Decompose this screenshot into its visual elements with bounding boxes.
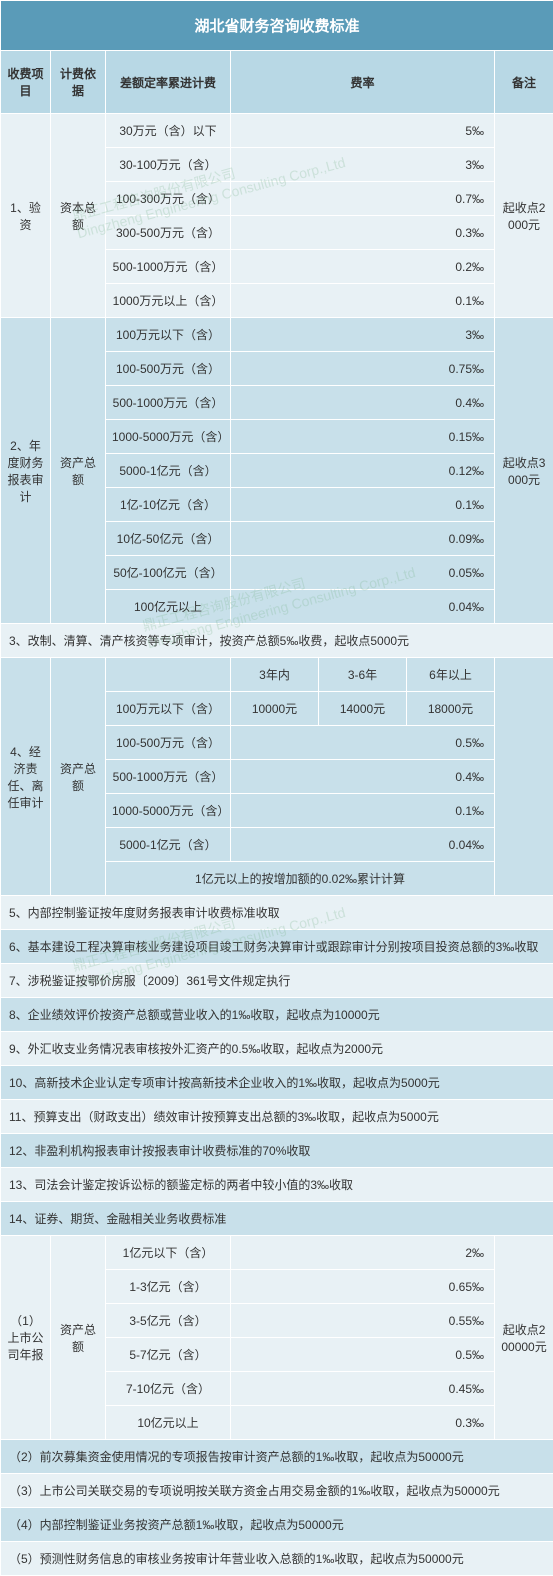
s15-rate: 0.55‰ xyxy=(231,1304,495,1338)
s2-rate: 0.1‰ xyxy=(231,488,495,522)
row6: 6、基本建设工程决算审核业务建设项目竣工财务决算审计或跟踪审计分别按项目投资总额… xyxy=(1,930,553,964)
s2-item: 2、年度财务报表审计 xyxy=(1,318,51,624)
s1-rate: 5‰ xyxy=(231,114,495,148)
row-last5: （5）预测性财务信息的审核业务按审计年营业收入总额的1‰收取，起收点为50000… xyxy=(1,1542,553,1576)
s4-sub2: 3-6年 xyxy=(319,658,407,692)
s4-footer: 1亿元以上的按增加额的0.02‰累计计算 xyxy=(106,862,495,896)
s2-rate: 0.04‰ xyxy=(231,590,495,624)
row10: 10、高新技术企业认定专项审计按高新技术企业收入的1‰收取，起收点为5000元 xyxy=(1,1066,553,1100)
row-last4: （4）内部控制鉴证业务按资产总额1‰收取，起收点为50000元 xyxy=(1,1508,553,1542)
s1-range: 500-1000万元（含） xyxy=(106,250,231,284)
s15-rate: 0.65‰ xyxy=(231,1270,495,1304)
s15-range: 10亿元以上 xyxy=(106,1406,231,1440)
header-col4: 费率 xyxy=(231,51,495,114)
s15-rate: 0.5‰ xyxy=(231,1338,495,1372)
row-last2: （2）前次募集资金使用情况的专项报告按审计资产总额的1‰收取，起收点为50000… xyxy=(1,1440,553,1474)
s2-range: 50亿-100亿元（含） xyxy=(106,556,231,590)
s4-v2: 14000元 xyxy=(319,692,407,726)
row3: 3、改制、清算、清产核资等专项审计，按资产总额5‰收费，起收点5000元 xyxy=(1,624,553,658)
s4-range: 500-1000万元（含） xyxy=(106,760,231,794)
s4-sub3: 6年以上 xyxy=(407,658,495,692)
row14: 14、证券、期货、金融相关业务收费标准 xyxy=(1,1202,553,1236)
s1-rate: 0.1‰ xyxy=(231,284,495,318)
s4-rate: 0.4‰ xyxy=(231,760,495,794)
s4-range: 5000-1亿元（含） xyxy=(106,828,231,862)
s2-range: 100万元以下（含） xyxy=(106,318,231,352)
row12: 12、非盈利机构报表审计按报表审计收费标准的70%收取 xyxy=(1,1134,553,1168)
s2-range: 100亿元以上 xyxy=(106,590,231,624)
s1-rate: 0.3‰ xyxy=(231,216,495,250)
s4-range: 100万元以下（含） xyxy=(106,692,231,726)
s4-basis: 资产总额 xyxy=(51,658,106,896)
row7: 7、涉税鉴证按鄂价房服〔2009〕361号文件规定执行 xyxy=(1,964,553,998)
s2-range: 500-1000万元（含） xyxy=(106,386,231,420)
header-col1: 收费项目 xyxy=(1,51,51,114)
s1-range: 30万元（含）以下 xyxy=(106,114,231,148)
s2-range: 10亿-50亿元（含） xyxy=(106,522,231,556)
s2-rate: 0.4‰ xyxy=(231,386,495,420)
header-col2: 计费依据 xyxy=(51,51,106,114)
s15-item: （1）上市公司年报 xyxy=(1,1236,51,1440)
s2-rate: 0.05‰ xyxy=(231,556,495,590)
s2-rate: 0.15‰ xyxy=(231,420,495,454)
s1-range: 1000万元以上（含） xyxy=(106,284,231,318)
s4-sub1: 3年内 xyxy=(231,658,319,692)
row13: 13、司法会计鉴定按诉讼标的额鉴定标的两者中较小值的3‰收取 xyxy=(1,1168,553,1202)
s2-note: 起收点3000元 xyxy=(495,318,553,624)
s15-rate: 0.45‰ xyxy=(231,1372,495,1406)
header-col3: 差额定率累进计费 xyxy=(106,51,231,114)
s1-item: 1、验资 xyxy=(1,114,51,318)
s15-rate: 2‰ xyxy=(231,1236,495,1270)
s4-rate: 0.04‰ xyxy=(231,828,495,862)
s15-range: 7-10亿元（含） xyxy=(106,1372,231,1406)
s2-rate: 3‰ xyxy=(231,318,495,352)
s2-range: 5000-1亿元（含） xyxy=(106,454,231,488)
s2-rate: 0.12‰ xyxy=(231,454,495,488)
header-col5: 备注 xyxy=(495,51,553,114)
s2-rate: 0.75‰ xyxy=(231,352,495,386)
row11: 11、预算支出（财政支出）绩效审计按预算支出总额的3‰收取，起收点为5000元 xyxy=(1,1100,553,1134)
s2-range: 1000-5000万元（含） xyxy=(106,420,231,454)
s4-v1: 10000元 xyxy=(231,692,319,726)
s15-range: 3-5亿元（含） xyxy=(106,1304,231,1338)
s15-rate: 0.3‰ xyxy=(231,1406,495,1440)
s1-basis: 资本总额 xyxy=(51,114,106,318)
s15-basis: 资产总额 xyxy=(51,1236,106,1440)
row-last3: （3）上市公司关联交易的专项说明按关联方资金占用交易金额的1‰收取，起收点为50… xyxy=(1,1474,553,1508)
s15-note: 起收点200000元 xyxy=(495,1236,553,1440)
s1-range: 100-300万元（含） xyxy=(106,182,231,216)
s1-rate: 3‰ xyxy=(231,148,495,182)
s1-note: 起收点2000元 xyxy=(495,114,553,318)
s15-range: 1亿元以下（含） xyxy=(106,1236,231,1270)
s4-rate: 0.5‰ xyxy=(231,726,495,760)
s15-range: 1-3亿元（含） xyxy=(106,1270,231,1304)
s15-range: 5-7亿元（含） xyxy=(106,1338,231,1372)
s4-v3: 18000元 xyxy=(407,692,495,726)
s2-rate: 0.09‰ xyxy=(231,522,495,556)
s4-range: 1000-5000万元（含） xyxy=(106,794,231,828)
s2-range: 100-500万元（含） xyxy=(106,352,231,386)
s1-range: 300-500万元（含） xyxy=(106,216,231,250)
s1-range: 30-100万元（含） xyxy=(106,148,231,182)
s4-rate: 0.1‰ xyxy=(231,794,495,828)
row5: 5、内部控制鉴证按年度财务报表审计收费标准收取 xyxy=(1,896,553,930)
s2-range: 1亿-10亿元（含） xyxy=(106,488,231,522)
s1-rate: 0.7‰ xyxy=(231,182,495,216)
s2-basis: 资产总额 xyxy=(51,318,106,624)
table-title: 湖北省财务咨询收费标准 xyxy=(1,1,553,51)
s4-item: 4、经济责任、离任审计 xyxy=(1,658,51,896)
row8: 8、企业绩效评价按资产总额或营业收入的1‰收取，起收点为10000元 xyxy=(1,998,553,1032)
s4-range: 100-500万元（含） xyxy=(106,726,231,760)
s1-rate: 0.2‰ xyxy=(231,250,495,284)
row9: 9、外汇收支业务情况表审核按外汇资产的0.5‰收取，起收点为2000元 xyxy=(1,1032,553,1066)
fee-table: 湖北省财务咨询收费标准 收费项目 计费依据 差额定率累进计费 费率 备注 1、验… xyxy=(0,0,553,1576)
